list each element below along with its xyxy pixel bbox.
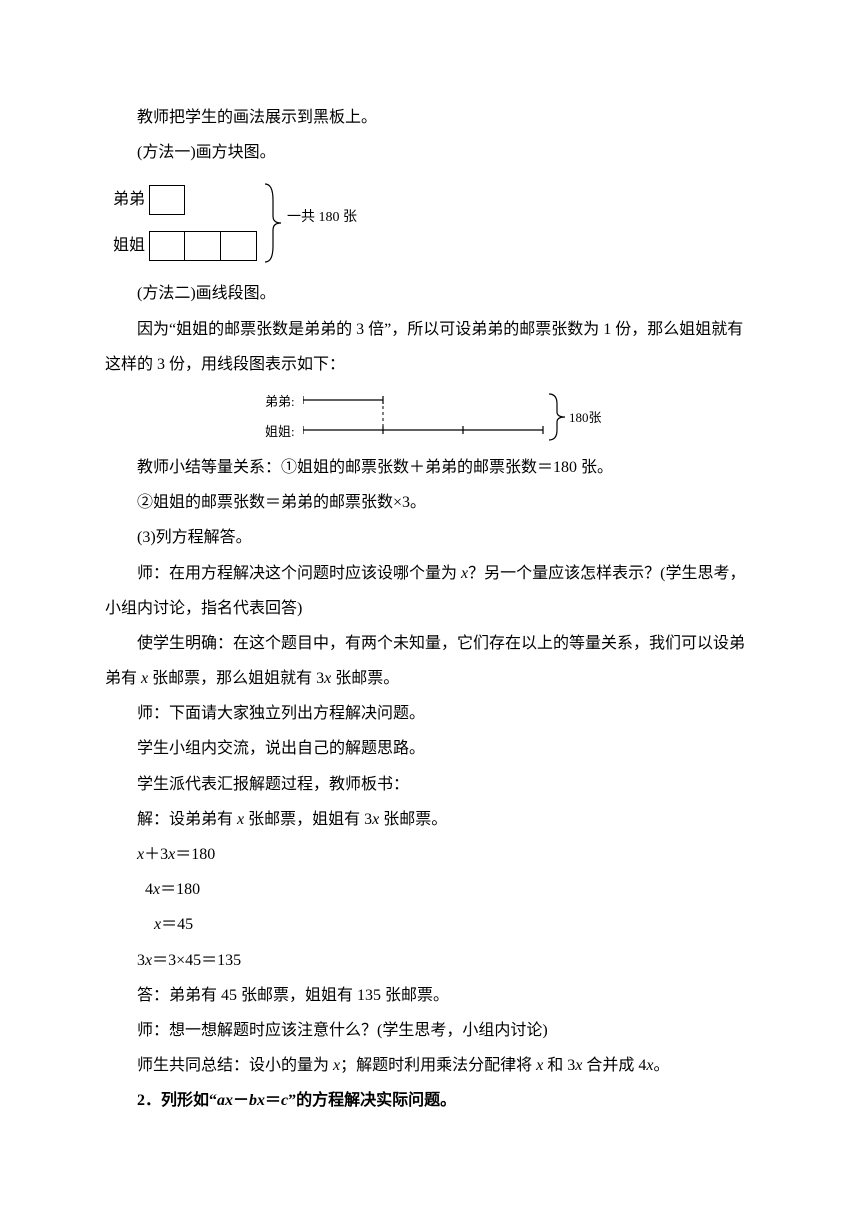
brace-icon <box>545 392 569 442</box>
diagram-total-label: 180张 <box>569 404 602 433</box>
text: ；解题时利用乘法分配律将 <box>340 1057 536 1074</box>
text: ＝3×45＝135 <box>152 952 241 969</box>
text: 合并成 4 <box>582 1057 646 1074</box>
paragraph: 师：想一想解题时应该注意什么？(学生思考，小组内讨论) <box>105 1013 755 1048</box>
diagram-label-jie: 姐姐: <box>265 418 295 447</box>
paragraph: 答：弟弟有 45 张邮票，姐姐有 135 张邮票。 <box>105 978 755 1013</box>
paragraph: ②姐姐的邮票张数＝弟弟的邮票张数×3。 <box>105 485 755 520</box>
document-page: 教师把学生的画法展示到黑板上。 (方法一)画方块图。 弟弟 姐姐 一共 180 … <box>0 0 860 1179</box>
text: 张邮票。 <box>331 670 399 687</box>
text: ＝180 <box>175 846 215 863</box>
paragraph: 师：下面请大家独立列出方程解决问题。 <box>105 696 755 731</box>
paragraph: 教师把学生的画法展示到黑板上。 <box>105 100 755 135</box>
diagram-label-jie: 姐姐 <box>105 228 145 263</box>
equation: x+x＝45 <box>105 907 755 942</box>
paragraph: 教师小结等量关系：①姐姐的邮票张数＋弟弟的邮票张数＝180 张。 <box>105 450 755 485</box>
paragraph: 师生共同总结：设小的量为 x；解题时利用乘法分配律将 x 和 3x 合并成 4x… <box>105 1048 755 1083</box>
diagram-box <box>149 185 185 215</box>
text: 2．列形如“ <box>137 1092 217 1109</box>
diagram-box <box>185 231 221 261</box>
text: 解：设弟弟有 <box>137 811 237 828</box>
paragraph: (方法二)画线段图。 <box>105 276 755 311</box>
paragraph: 解：设弟弟有 x 张邮票，姐姐有 3x 张邮票。 <box>105 802 755 837</box>
block-diagram: 弟弟 姐姐 一共 180 张 <box>105 178 755 268</box>
text: 。 <box>654 1057 670 1074</box>
equation: x＋3x＝180 <box>105 837 755 872</box>
text: ＝180 <box>160 881 200 898</box>
text: 和 3 <box>543 1057 575 1074</box>
paragraph: (方法一)画方块图。 <box>105 135 755 170</box>
brace-icon <box>261 182 285 264</box>
line-segment-diagram: 弟弟: 姐姐: 180张 <box>265 388 685 444</box>
section-heading: 2．列形如“ax－bx＝c”的方程解决实际问题。 <box>105 1083 755 1118</box>
diagram-label-di: 弟弟 <box>105 182 145 217</box>
text: 师生共同总结：设小的量为 <box>137 1057 333 1074</box>
text: － <box>233 1092 249 1109</box>
variable: bx <box>249 1092 265 1109</box>
text: ”的方程解决实际问题。 <box>288 1092 456 1109</box>
paragraph: 使学生明确：在这个题目中，有两个未知量，它们存在以上的等量关系，我们可以设弟弟有… <box>105 626 755 696</box>
text: ＝ <box>265 1092 281 1109</box>
text: ＋3 <box>144 846 168 863</box>
text: 张邮票。 <box>379 811 447 828</box>
text: 4 <box>145 881 153 898</box>
text: 师：在用方程解决这个问题时应该设哪个量为 <box>137 565 461 582</box>
diagram-total-label: 一共 180 张 <box>287 210 357 227</box>
equation: x4x＝180 <box>105 872 755 907</box>
paragraph: 因为“姐姐的邮票张数是弟弟的 3 倍”，所以可设弟弟的邮票张数为 1 份，那么姐… <box>105 312 755 382</box>
text: 张邮票，姐姐有 3 <box>244 811 372 828</box>
variable: ax <box>217 1092 233 1109</box>
diagram-box <box>149 231 185 261</box>
paragraph: (3)列方程解答。 <box>105 520 755 555</box>
paragraph: 学生派代表汇报解题过程，教师板书： <box>105 767 755 802</box>
paragraph: 师：在用方程解决这个问题时应该设哪个量为 x？另一个量应该怎样表示？(学生思考，… <box>105 556 755 626</box>
paragraph: 学生小组内交流，说出自己的解题思路。 <box>105 731 755 766</box>
diagram-label-di: 弟弟: <box>265 388 295 417</box>
equation: 3x＝3×45＝135 <box>105 943 755 978</box>
diagram-box <box>221 231 257 261</box>
text: 张邮票，那么姐姐就有 3 <box>148 670 324 687</box>
text: 3 <box>137 952 145 969</box>
text: ＝45 <box>161 916 193 933</box>
variable-x: x <box>646 1057 653 1074</box>
